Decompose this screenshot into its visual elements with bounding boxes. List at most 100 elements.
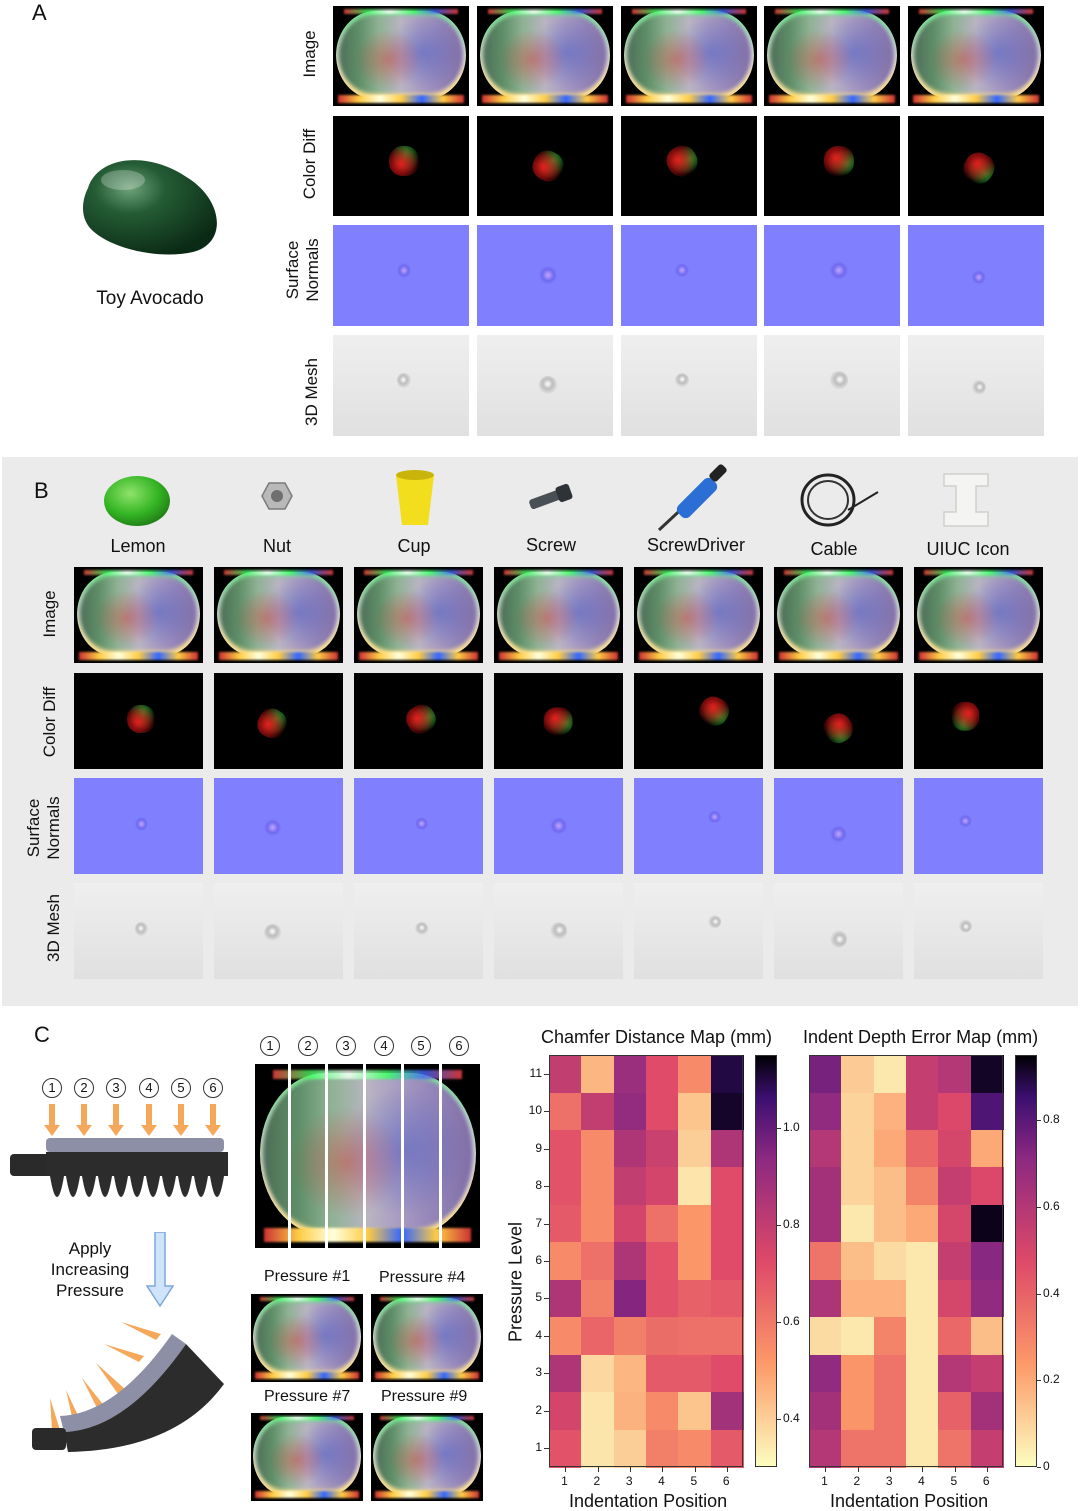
depth-cell-p8-i2 xyxy=(841,1167,875,1206)
depth-x-tick-mark-1 xyxy=(825,1467,827,1472)
strip-divider-5 xyxy=(439,1064,442,1248)
depth-cell-p2-i2 xyxy=(841,1392,875,1431)
depth-cell-p1-i1 xyxy=(809,1429,842,1468)
depth-x-tick-mark-6 xyxy=(986,1467,988,1472)
panel-b-diff-tile-3 xyxy=(354,673,483,769)
chamfer-cell-p6-i2 xyxy=(581,1242,615,1281)
chamfer-cell-p11-i3 xyxy=(613,1055,647,1094)
indentation-strips-top-glow xyxy=(273,1069,462,1079)
depth-cell-p1-i6 xyxy=(970,1429,1004,1468)
chamfer-cell-p8-i2 xyxy=(581,1167,615,1206)
depth-cell-p2-i4 xyxy=(906,1392,939,1431)
chamfer-colorbar-tick-1: 0.8 xyxy=(783,1216,800,1231)
chamfer-cell-p3-i5 xyxy=(678,1354,712,1393)
pressure-7-image-tile-pad xyxy=(253,1417,361,1495)
chamfer-cell-p11-i2 xyxy=(581,1055,615,1094)
strip-marker-2: 2 xyxy=(298,1036,318,1056)
depth-cell-p6-i4 xyxy=(906,1242,939,1281)
chamfer-x-tick-mark-5 xyxy=(694,1467,696,1472)
chamfer-cell-p2-i6 xyxy=(710,1392,744,1431)
pressure-1-image-tile xyxy=(251,1294,363,1382)
depth-cell-p7-i4 xyxy=(906,1204,939,1243)
chamfer-cell-p7-i3 xyxy=(613,1204,647,1243)
depth-cell-p9-i4 xyxy=(906,1129,939,1168)
chamfer-cell-p2-i4 xyxy=(646,1392,679,1431)
strip-marker-1: 1 xyxy=(260,1036,280,1056)
chamfer-y-tick-mark-10 xyxy=(544,1111,549,1113)
chamfer-cell-p9-i1 xyxy=(549,1129,582,1168)
depth-cell-p3-i6 xyxy=(970,1354,1004,1393)
panel-b-mesh-tile-7-contact-mark xyxy=(959,919,973,933)
indentation-strips-bottom-glow xyxy=(264,1227,471,1243)
panel-b-normal-tile-3 xyxy=(354,778,483,874)
depth-plot-frame xyxy=(809,1055,1003,1467)
panel-a-image-tile-4-bottom-glow xyxy=(769,95,895,103)
panel-a-mesh-tile-1-contact-mark xyxy=(396,373,411,388)
panel-b-diff-tile-4 xyxy=(494,673,623,769)
panel-a-image-tile-3-top-glow xyxy=(631,9,747,14)
panel-b-normal-tile-4 xyxy=(494,778,623,874)
depth-x-tick-3: 3 xyxy=(885,1474,893,1488)
position-marker-1: 1 xyxy=(42,1078,62,1098)
strip-marker-3: 3 xyxy=(336,1036,356,1056)
chamfer-cell-p9-i2 xyxy=(581,1129,615,1168)
panel-a-row-label-3d-mesh: 3D Mesh xyxy=(302,357,321,427)
soft-actuator-bent xyxy=(32,1322,224,1452)
chamfer-cell-p10-i5 xyxy=(678,1092,712,1131)
chamfer-colorbar-tick-mark-0 xyxy=(777,1127,781,1129)
panel-a-image-tile-4 xyxy=(764,6,900,106)
chamfer-y-tick-2: 2 xyxy=(535,1402,542,1417)
pressure-1-image-tile-bottom-glow xyxy=(255,1372,359,1380)
panel-b-image-tile-2-top-glow xyxy=(224,569,333,575)
panel-a-diff-tile-4 xyxy=(764,116,900,216)
depth-cell-p3-i4 xyxy=(906,1354,939,1393)
pressure-arrow-6 xyxy=(205,1104,221,1136)
pressure-4-image-tile-top-glow xyxy=(379,1296,475,1302)
panel-b-normal-tile-6-contact-mark xyxy=(826,821,851,846)
panel-a-mesh-tile-4-contact-mark xyxy=(829,371,848,390)
strip-divider-2 xyxy=(325,1064,328,1248)
chamfer-y-tick-mark-4 xyxy=(544,1335,549,1337)
chamfer-cell-p6-i6 xyxy=(710,1242,744,1281)
strip-divider-3 xyxy=(363,1064,366,1248)
chamfer-cell-p4-i3 xyxy=(613,1317,647,1356)
chamfer-colorbar-tick-2: 0.6 xyxy=(783,1313,800,1328)
chamfer-cell-p6-i5 xyxy=(678,1242,712,1281)
panel-a-letter: A xyxy=(32,0,47,25)
panel-a-image-tile-1-pad xyxy=(335,11,467,99)
panel-b-mesh-tile-5 xyxy=(634,883,763,979)
panel-a-normal-tile-1-contact-mark xyxy=(396,263,411,278)
pressure-1-image-tile-pad xyxy=(253,1298,361,1376)
depth-cell-p10-i2 xyxy=(841,1092,875,1131)
chamfer-cell-p11-i5 xyxy=(678,1055,712,1094)
chamfer-cell-p7-i4 xyxy=(646,1204,679,1243)
panel-b-normal-tile-4-contact-mark xyxy=(549,817,568,835)
depth-cell-p2-i6 xyxy=(970,1392,1004,1431)
depth-cell-p9-i5 xyxy=(938,1129,972,1168)
pressure-4-image-tile-pad xyxy=(373,1298,481,1376)
chamfer-cell-p6-i3 xyxy=(613,1242,647,1281)
strip-marker-5: 5 xyxy=(411,1036,431,1056)
panel-b-mesh-tile-7 xyxy=(914,883,1043,979)
object-label-screwdriver: ScrewDriver xyxy=(646,535,746,555)
pressure-arrow-5 xyxy=(173,1104,189,1136)
chamfer-cell-p6-i1 xyxy=(549,1242,582,1281)
chamfer-cell-p11-i4 xyxy=(646,1055,679,1094)
depth-cell-p6-i5 xyxy=(938,1242,972,1281)
panel-a-mesh-tile-4 xyxy=(764,335,900,436)
depth-cell-p9-i6 xyxy=(970,1129,1004,1168)
panel-b-diff-tile-2-contact-blob xyxy=(252,703,292,743)
panel-b-image-tile-3-bottom-glow xyxy=(359,652,478,661)
chamfer-cell-p6-i4 xyxy=(646,1242,679,1281)
chamfer-colorbar-tick-0: 1.0 xyxy=(783,1119,800,1134)
panel-b-mesh-tile-5-contact-mark xyxy=(704,912,724,931)
chamfer-cell-p5-i2 xyxy=(581,1279,615,1318)
depth-x-tick-mark-2 xyxy=(857,1467,859,1472)
panel-b-image-tile-2-bottom-glow xyxy=(219,652,338,661)
depth-cell-p7-i1 xyxy=(809,1204,842,1243)
object-label-cup: Cup xyxy=(397,536,431,556)
depth-cell-p5-i2 xyxy=(841,1279,875,1318)
panel-b-image-tile-6-pad xyxy=(776,571,901,657)
pressure-7-image-tile-top-glow xyxy=(259,1415,355,1421)
chamfer-cell-p11-i6 xyxy=(710,1055,744,1094)
